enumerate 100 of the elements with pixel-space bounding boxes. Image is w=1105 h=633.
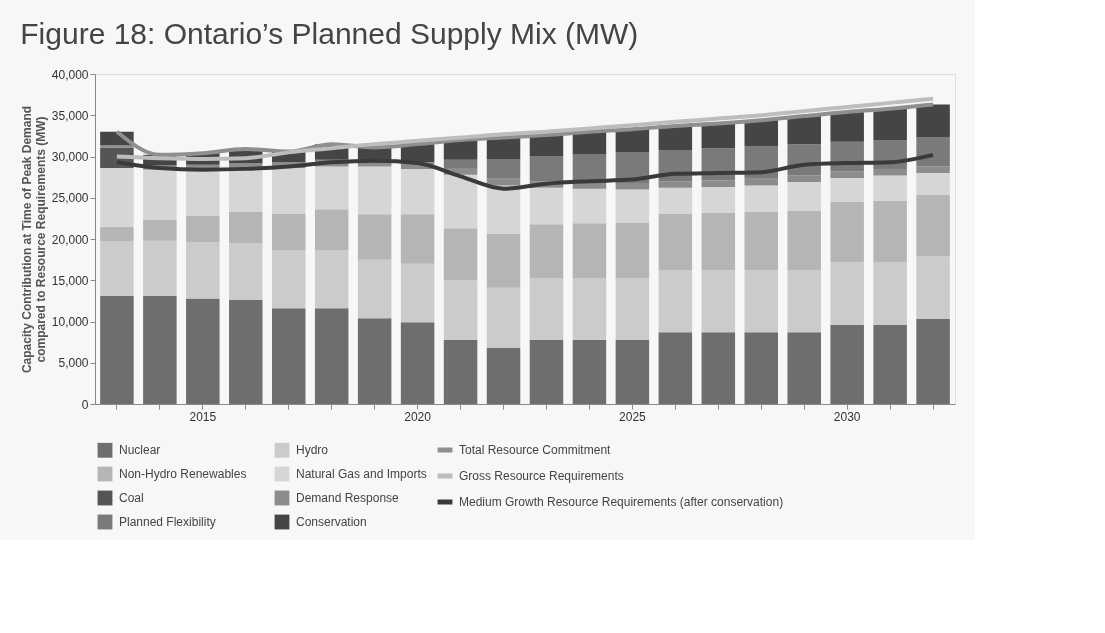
bar (830, 177, 864, 202)
bar (443, 339, 478, 404)
legend-label: Non-Hydro Renewables (119, 467, 247, 481)
bar (787, 270, 821, 333)
y-tick-label: 20,000 (51, 232, 89, 247)
bar (100, 226, 134, 242)
bar (830, 324, 864, 404)
bar (615, 189, 650, 223)
bar (229, 300, 263, 404)
bar (314, 308, 349, 404)
y-tick-label: 0 (81, 397, 89, 412)
bar (314, 209, 349, 251)
bar (529, 224, 564, 279)
bar (744, 211, 779, 271)
y-tick-label: 15,000 (51, 273, 89, 288)
bar (916, 173, 950, 195)
bar (916, 104, 950, 138)
bar (400, 214, 435, 264)
y-tick-label: 40,000 (51, 67, 89, 82)
bar (400, 263, 435, 323)
bar (615, 182, 650, 190)
bar (787, 175, 821, 183)
bar (615, 222, 650, 279)
bar (572, 223, 607, 279)
bar (830, 171, 864, 178)
bar (486, 347, 521, 404)
bar (271, 168, 306, 214)
bar (186, 215, 220, 243)
bar (744, 120, 779, 147)
legend-label: Nuclear (119, 443, 161, 458)
bar (143, 295, 177, 404)
x-tick-label: 2025 (619, 409, 647, 424)
bar (529, 339, 564, 404)
legend-label: Conservation (296, 515, 367, 529)
bar (486, 287, 521, 348)
bar (443, 159, 478, 169)
bar (186, 169, 220, 216)
bar (143, 220, 177, 241)
bar (229, 168, 263, 212)
bar (443, 174, 478, 229)
bar (744, 185, 779, 212)
bar (701, 270, 736, 333)
bar (916, 194, 950, 257)
bar (100, 168, 134, 227)
y-tick-label: 10,000 (51, 315, 89, 329)
bar (357, 166, 392, 215)
bar (701, 212, 736, 271)
bar (357, 318, 392, 404)
bar (443, 280, 478, 340)
bar (701, 123, 736, 149)
y-tick-label: 5,000 (58, 356, 89, 371)
legend-label: Coal (119, 491, 144, 505)
bar (486, 234, 521, 288)
bar (701, 332, 736, 404)
chart-title: Figure 18: Ontario’s Planned Supply Mix (MW) (20, 17, 639, 50)
bar (572, 339, 607, 404)
bar (873, 108, 907, 140)
bar (529, 187, 564, 225)
bar (529, 156, 564, 182)
y-tick-label: 25,000 (51, 191, 89, 206)
bar (229, 211, 263, 244)
y-tick-label: 35,000 (51, 108, 89, 123)
bar (143, 240, 177, 296)
bar (658, 181, 693, 188)
bar (486, 158, 521, 179)
bar (400, 322, 435, 404)
bar (271, 308, 306, 404)
bar (916, 137, 950, 167)
bar (873, 201, 907, 263)
bar (314, 166, 349, 210)
bar (787, 182, 821, 211)
bar (100, 295, 134, 404)
bar (744, 332, 779, 404)
bar (529, 135, 564, 157)
bar (658, 270, 693, 333)
bar (873, 175, 907, 202)
bar (572, 188, 607, 224)
bar (658, 332, 693, 404)
bar (701, 180, 736, 188)
bar (744, 178, 779, 186)
legend-label: Planned Flexibility (119, 515, 216, 529)
bar (830, 201, 864, 263)
bar (873, 324, 907, 404)
x-tick-label: 2030 (833, 409, 861, 424)
bar (314, 250, 349, 309)
legend-label: Hydro (296, 443, 329, 458)
bar (658, 213, 693, 271)
bar (615, 278, 650, 340)
bar (486, 185, 521, 235)
bar (830, 262, 864, 325)
legend-label: Medium Growth Resource Requirements (after conservation) (459, 495, 784, 509)
bar (400, 168, 435, 215)
y-axis-title: Capacity Contribution at Time of Peak Demand compared to Resource Requirements (MW) (19, 105, 48, 374)
bar (916, 166, 950, 173)
bar (271, 213, 306, 251)
line-series (114, 96, 936, 161)
bar (658, 125, 693, 150)
legend-label: Gross Resource Requirements (459, 469, 624, 483)
bar (357, 214, 392, 260)
bar (572, 278, 607, 340)
